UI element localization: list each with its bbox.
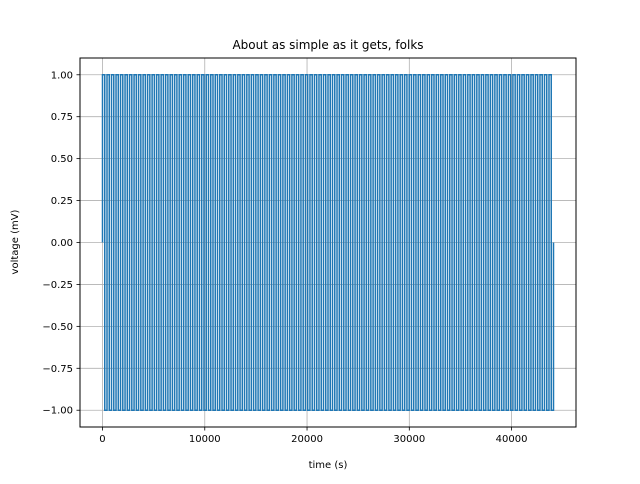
y-tick-label: 1.00 xyxy=(51,70,73,81)
y-tick-label: −0.50 xyxy=(42,322,73,333)
x-tick-label: 0 xyxy=(99,434,105,445)
x-tick-label: 10000 xyxy=(189,434,221,445)
y-tick-label: −0.75 xyxy=(42,364,73,375)
y-tick-label: 0.25 xyxy=(51,196,73,207)
y-tick-label: −1.00 xyxy=(42,406,73,417)
x-axis-label: time (s) xyxy=(309,460,348,471)
x-tick-label: 40000 xyxy=(496,434,528,445)
y-axis-label: voltage (mV) xyxy=(10,209,21,274)
series-line xyxy=(101,74,555,411)
x-axis-ticks: 0 10000 20000 30000 40000 xyxy=(99,427,527,445)
series-group xyxy=(101,74,555,411)
y-tick-label: 0.75 xyxy=(51,112,73,123)
y-tick-label: 0.50 xyxy=(51,154,73,165)
x-tick-label: 20000 xyxy=(291,434,323,445)
x-tick-label: 30000 xyxy=(393,434,425,445)
y-tick-label: 0.00 xyxy=(51,238,73,249)
chart-title: About as simple as it gets, folks xyxy=(232,38,423,52)
y-axis-ticks: −1.00 −0.75 −0.50 −0.25 0.00 0.25 0.50 0.75 1.00 xyxy=(42,70,80,417)
y-tick-label: −0.25 xyxy=(42,280,73,291)
